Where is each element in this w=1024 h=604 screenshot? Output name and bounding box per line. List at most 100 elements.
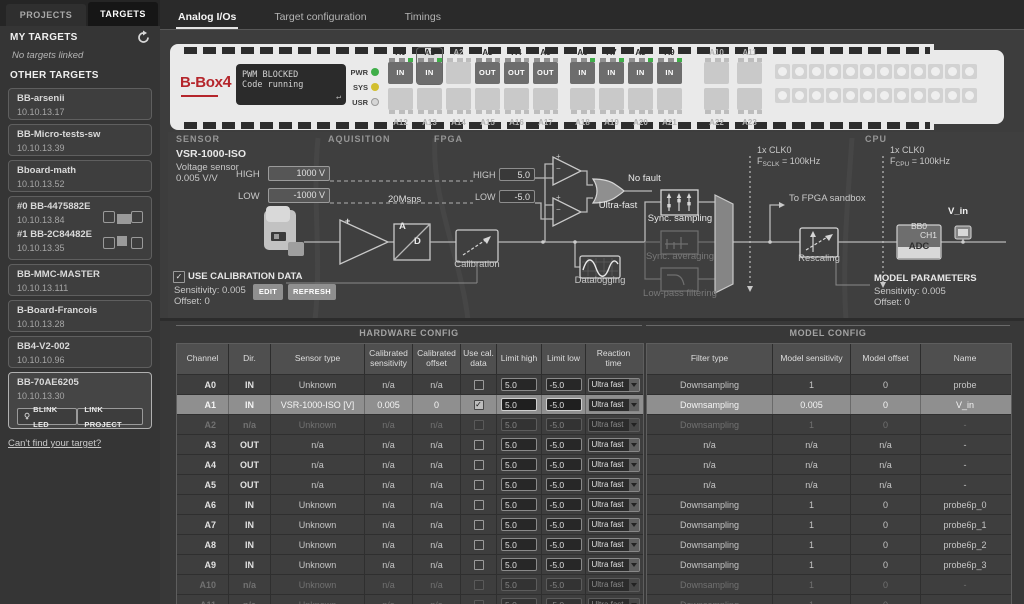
table-row[interactable]: Downsampling 1 0 probe6p_0 [647,494,1011,514]
analog-channel[interactable]: A1 IN [417,48,442,84]
limit-low-input[interactable]: -5.0 [545,478,582,491]
limit-high-input[interactable]: 5.0 [501,378,537,391]
limit-low-input[interactable]: -5.0 [545,558,582,571]
use-cal-checkbox[interactable] [473,399,484,410]
sensor-high-input[interactable]: 1000 V [268,166,330,181]
table-row[interactable]: Downsampling 1 0 probe [647,374,1011,394]
target-card-dual[interactable]: #0 BB-4475882E 10.10.13.84 #1 BB-2C84482… [8,196,152,260]
reaction-time-select[interactable]: Ultra fast [587,397,640,412]
limit-high-input[interactable]: 5.0 [501,538,537,551]
table-row[interactable]: Downsampling 1 0 probe6p_3 [647,554,1011,574]
limit-high-input[interactable]: 5.0 [501,478,537,491]
target-card[interactable]: BB4-V2-002 10.10.10.96 [8,336,152,368]
use-cal-checkbox[interactable] [473,579,484,590]
analog-channel[interactable]: A2 [446,48,471,84]
target-card[interactable]: B-Board-Francois 10.10.13.28 [8,300,152,332]
analog-channel[interactable]: A9 IN [657,48,682,84]
tab-target-configuration[interactable]: Target configuration [274,11,367,23]
target-card-selected[interactable]: BB-70AE6205 10.10.13.30 BLINK LED LINK P… [8,372,152,429]
limit-low-input[interactable]: -5.0 [545,398,582,411]
table-row[interactable]: A8 IN Unknown n/a n/a 5.0 -5.0 Ultra fas… [177,534,643,554]
target-card[interactable]: BB-arsenii 10.10.13.17 [8,88,152,120]
analog-channel[interactable]: A8 IN [628,48,653,84]
target-card[interactable]: BB-MMC-MASTER 10.10.13.111 [8,264,152,296]
table-row[interactable]: n/a n/a n/a - [647,434,1011,454]
reaction-time-select[interactable]: Ultra fast [587,377,640,392]
limit-high-input[interactable]: 5.0 [501,518,537,531]
tab-projects[interactable]: PROJECTS [6,4,86,26]
table-row[interactable]: Downsampling 1 0 - [647,594,1011,604]
analog-channel[interactable]: A5 OUT [533,48,558,84]
analog-channel[interactable]: A23 [737,88,762,127]
refresh-button[interactable]: REFRESH [288,284,336,300]
limit-low-input[interactable]: -5.0 [545,538,582,551]
table-row[interactable]: A6 IN Unknown n/a n/a 5.0 -5.0 Ultra fas… [177,494,643,514]
analog-channel[interactable]: A15 [475,88,500,127]
limit-high-input[interactable]: 5.0 [501,558,537,571]
limit-low-input[interactable]: -5.0 [545,578,582,591]
analog-channel[interactable]: A10 [704,48,729,84]
blink-led-button[interactable]: BLINK LED [17,405,78,429]
table-row[interactable]: Downsampling 1 0 probe6p_1 [647,514,1011,534]
limit-low-input[interactable]: -5.0 [499,190,535,203]
reaction-time-select[interactable]: Ultra fast [587,577,640,592]
analog-channel[interactable]: A21 [657,88,682,127]
limit-low-input[interactable]: -5.0 [545,378,582,391]
analog-channel[interactable]: A0 IN [388,48,413,84]
table-row[interactable]: Downsampling 1 0 - [647,574,1011,594]
analog-channel[interactable]: A3 OUT [475,48,500,84]
use-cal-checkbox[interactable] [473,419,484,430]
analog-channel[interactable]: A12 [388,88,413,127]
table-row[interactable]: n/a n/a n/a - [647,454,1011,474]
analog-channel[interactable]: A17 [533,88,558,127]
table-row[interactable]: A0 IN Unknown n/a n/a 5.0 -5.0 Ultra fas… [177,374,643,394]
find-target-link[interactable]: Can't find your target? [8,438,102,449]
use-cal-checkbox[interactable] [473,479,484,490]
limit-high-input[interactable]: 5.0 [501,498,537,511]
table-row[interactable]: A10 n/a Unknown n/a n/a 5.0 -5.0 Ultra f… [177,574,643,594]
use-calibration-checkbox[interactable]: ✓ [173,271,185,283]
use-cal-checkbox[interactable] [473,459,484,470]
analog-channel[interactable]: A4 OUT [504,48,529,84]
limit-low-input[interactable]: -5.0 [545,518,582,531]
table-row[interactable]: A3 OUT n/a n/a n/a 5.0 -5.0 Ultra fast [177,434,643,454]
limit-high-input[interactable]: 5.0 [501,598,537,604]
limit-high-input[interactable]: 5.0 [499,168,535,181]
analog-channel[interactable]: A6 IN [570,48,595,84]
reaction-time-select[interactable]: Ultra fast [587,457,640,472]
table-row[interactable]: A1 IN VSR-1000-ISO [V] 0.005 0 5.0 -5.0 … [177,394,643,414]
analog-channel[interactable]: A7 IN [599,48,624,84]
tab-targets[interactable]: TARGETS [88,2,158,26]
reaction-time-select[interactable]: Ultra fast [587,517,640,532]
limit-high-input[interactable]: 5.0 [501,398,537,411]
table-row[interactable]: Downsampling 1 0 - [647,414,1011,434]
use-cal-checkbox[interactable] [473,379,484,390]
table-row[interactable]: A2 n/a Unknown n/a n/a 5.0 -5.0 Ultra fa… [177,414,643,434]
link-project-button[interactable]: LINK PROJECT [77,405,143,429]
table-row[interactable]: Downsampling 1 0 probe6p_2 [647,534,1011,554]
use-cal-checkbox[interactable] [473,439,484,450]
reaction-time-select[interactable]: Ultra fast [587,597,640,604]
table-row[interactable]: A7 IN Unknown n/a n/a 5.0 -5.0 Ultra fas… [177,514,643,534]
tab-analog-ios[interactable]: Analog I/Os [176,11,239,29]
table-row[interactable]: A5 OUT n/a n/a n/a 5.0 -5.0 Ultra fast [177,474,643,494]
limit-low-input[interactable]: -5.0 [545,498,582,511]
sensor-low-input[interactable]: -1000 V [268,188,330,203]
use-cal-checkbox[interactable] [473,539,484,550]
table-row[interactable]: A4 OUT n/a n/a n/a 5.0 -5.0 Ultra fast [177,454,643,474]
analog-channel[interactable]: A16 [504,88,529,127]
limit-high-input[interactable]: 5.0 [501,418,537,431]
edit-button[interactable]: EDIT [253,284,283,300]
limit-low-input[interactable]: -5.0 [545,418,582,431]
table-row[interactable]: A9 IN Unknown n/a n/a 5.0 -5.0 Ultra fas… [177,554,643,574]
reaction-time-select[interactable]: Ultra fast [587,557,640,572]
table-row[interactable]: n/a n/a n/a - [647,474,1011,494]
reaction-time-select[interactable]: Ultra fast [587,537,640,552]
analog-channel[interactable]: A18 [570,88,595,127]
reaction-time-select[interactable]: Ultra fast [587,417,640,432]
table-row[interactable]: Downsampling 0.005 0 V_in [647,394,1011,414]
use-cal-checkbox[interactable] [473,559,484,570]
reaction-time-select[interactable]: Ultra fast [587,497,640,512]
analog-channel[interactable]: A20 [628,88,653,127]
reaction-time-select[interactable]: Ultra fast [587,437,640,452]
